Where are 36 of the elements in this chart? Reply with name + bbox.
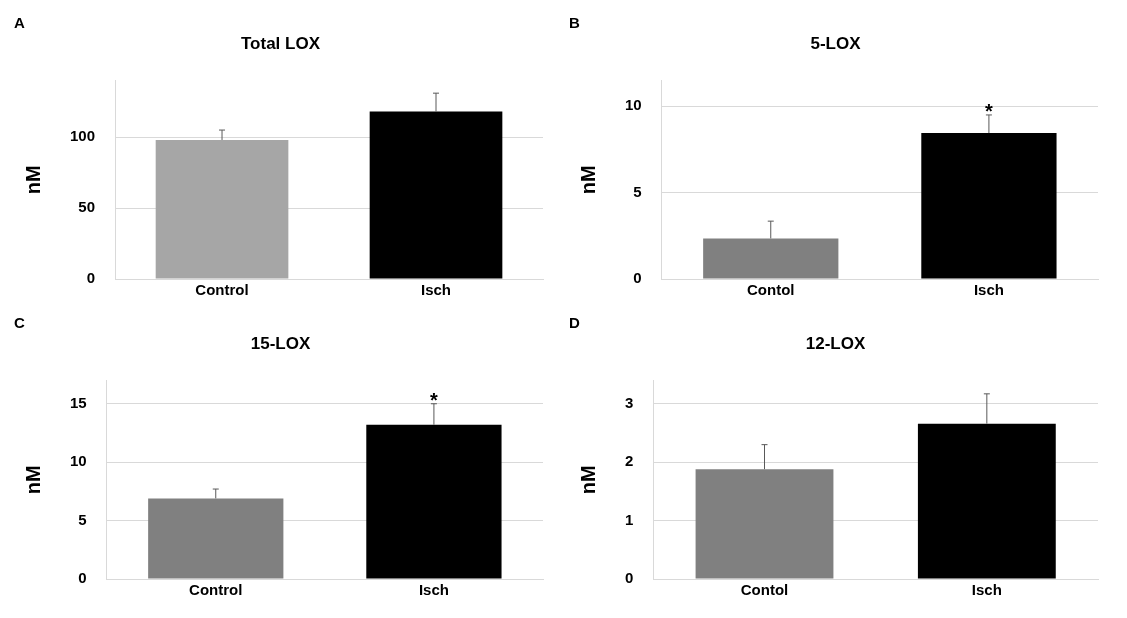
x-tick-label: Contol bbox=[740, 581, 789, 599]
y-tick-label: 0 bbox=[86, 269, 96, 287]
text: C bbox=[14, 313, 25, 331]
annotation: * bbox=[985, 100, 994, 123]
text: D bbox=[569, 313, 580, 331]
y-axis-title: nM bbox=[21, 165, 44, 195]
annotation: * bbox=[430, 389, 439, 412]
y-tick-label: 5 bbox=[633, 182, 642, 200]
y-tick-label: 3 bbox=[625, 393, 634, 411]
x-tick-label: Contol bbox=[747, 281, 795, 299]
y-tick-label: 50 bbox=[78, 198, 96, 216]
chart-title: 15-LOX bbox=[250, 333, 311, 353]
x-tick-label: Isch bbox=[973, 281, 1004, 299]
y-tick-label: 0 bbox=[78, 569, 87, 587]
chart-title: 5-LOX bbox=[810, 33, 862, 53]
y-tick-label: 100 bbox=[70, 127, 96, 145]
y-tick-label: 15 bbox=[70, 393, 87, 411]
x-tick-label: Isch bbox=[971, 581, 1002, 599]
chart-title: 12-LOX bbox=[805, 333, 866, 353]
y-axis-title: nM bbox=[576, 465, 599, 495]
y-tick-label: 5 bbox=[78, 510, 87, 528]
chart-title: Total LOX bbox=[240, 33, 321, 53]
y-axis-title: nM bbox=[576, 165, 599, 195]
x-tick-label: Isch bbox=[421, 281, 452, 299]
y-tick-label: 10 bbox=[625, 96, 642, 114]
y-tick-label: 2 bbox=[625, 452, 634, 470]
y-axis-title: nM bbox=[21, 465, 44, 495]
text: B bbox=[569, 13, 580, 31]
y-tick-label: 10 bbox=[70, 452, 87, 470]
x-tick-label: Control bbox=[195, 281, 249, 299]
y-tick-label: 0 bbox=[633, 269, 642, 287]
y-tick-label: 1 bbox=[625, 510, 634, 528]
text: A bbox=[14, 13, 25, 31]
y-tick-label: 0 bbox=[625, 569, 634, 587]
x-tick-label: Control bbox=[189, 581, 243, 599]
x-tick-label: Isch bbox=[418, 581, 449, 599]
